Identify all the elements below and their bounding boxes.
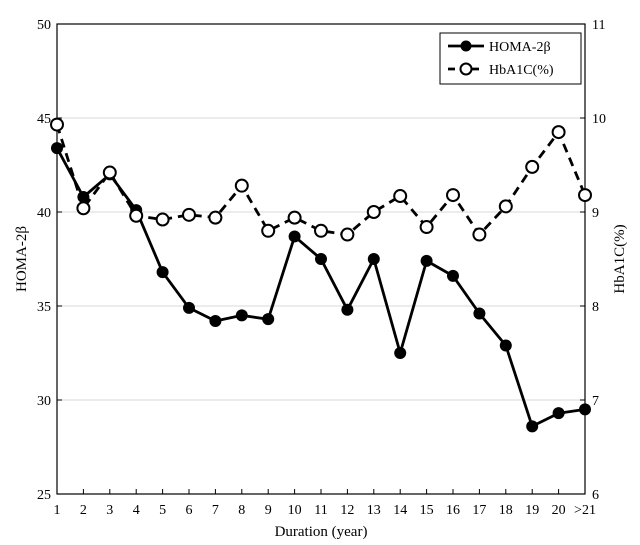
x-tick-label: 7: [212, 503, 219, 518]
left-y-axis-title: HOMA-2β: [14, 226, 30, 292]
left-y-tick-label: 40: [37, 206, 51, 221]
x-tick-label: 6: [186, 503, 193, 518]
legend-label-hba1c: HbA1C(%): [489, 63, 554, 78]
hba1c-point: [446, 188, 460, 203]
legend-label-homa: HOMA-2β: [489, 40, 551, 55]
x-tick-label: 16: [446, 503, 460, 518]
left-y-tick-label: 45: [37, 112, 51, 127]
homa-point: [209, 315, 222, 328]
left-y-tick-label: 35: [37, 300, 51, 315]
homa-point: [394, 347, 407, 359]
homa-point: [288, 230, 301, 243]
x-tick-label: 18: [499, 503, 513, 518]
homa-point: [579, 403, 591, 416]
hba1c-point: [50, 117, 64, 132]
hba1c-point: [155, 212, 170, 227]
hba1c-point: [525, 159, 540, 174]
hba1c-point: [551, 125, 566, 140]
hba1c-point: [578, 188, 592, 203]
hba1c-point: [287, 210, 302, 225]
homa-point: [447, 269, 459, 282]
hba1c-point: [366, 205, 381, 219]
homa-point: [235, 309, 248, 322]
hba1c-line: [55, 124, 587, 237]
x-tick-label: 14: [393, 503, 407, 518]
hba1c-point: [498, 199, 513, 214]
x-tick-label: 2: [80, 503, 87, 518]
hba1c-point: [419, 220, 434, 235]
hba1c-point: [340, 227, 355, 242]
hba1c-point: [472, 227, 487, 242]
hba1c-point: [234, 178, 249, 193]
homa-point: [262, 313, 275, 326]
hba1c-point: [182, 207, 196, 222]
right-y-tick-label: 7: [592, 394, 599, 409]
homa-point: [420, 254, 433, 267]
left-y-tick-label: 25: [37, 488, 51, 503]
x-tick-label: >21: [574, 503, 596, 518]
hba1c-point: [393, 189, 408, 204]
x-tick-label: 4: [133, 503, 140, 518]
series-markers: [50, 117, 592, 433]
x-tick-label: 17: [472, 503, 486, 518]
legend-marker-homa: [460, 40, 472, 52]
gridlines: [57, 117, 585, 401]
x-tick-label: 5: [159, 503, 166, 518]
x-tick-label: 1: [54, 503, 61, 518]
x-tick-label: 10: [288, 503, 302, 518]
homa-point: [156, 266, 169, 279]
homa-point: [552, 407, 565, 420]
x-tick-label: 20: [552, 503, 566, 518]
hba1c-point: [261, 223, 276, 238]
homa-point: [499, 339, 512, 352]
homa-point: [367, 253, 380, 265]
x-tick-label: 13: [367, 503, 381, 518]
hba1c-point: [76, 201, 91, 216]
right-y-tick-label: 10: [592, 112, 606, 127]
right-y-tick-label: 8: [592, 300, 599, 315]
homa-point: [315, 253, 327, 265]
homa-point: [77, 190, 90, 203]
right-y-axis-title: HbA1C(%): [612, 224, 628, 293]
homa-point: [473, 307, 486, 320]
series-lines: [55, 124, 587, 428]
legend-marker-hba1c: [459, 62, 473, 76]
x-tick-label: 9: [265, 503, 272, 518]
hba1c-point: [208, 210, 223, 225]
x-tick-label: 3: [106, 503, 113, 518]
homa-line: [55, 147, 586, 428]
x-tick-label: 11: [314, 503, 327, 518]
hba1c-point: [102, 165, 117, 180]
right-y-tick-label: 9: [592, 206, 599, 221]
hba1c-point: [129, 208, 144, 223]
homa-point: [341, 303, 354, 316]
x-tick-label: 8: [238, 503, 245, 518]
homa-point: [526, 420, 539, 433]
right-y-tick-label: 6: [592, 488, 599, 503]
homa-point: [51, 142, 63, 155]
x-axis-title: Duration (year): [275, 524, 368, 540]
x-tick-label: 12: [340, 503, 354, 518]
right-y-tick-label: 11: [592, 18, 605, 33]
left-y-tick-label: 30: [37, 394, 51, 409]
hba1c-point: [314, 223, 328, 238]
homa-point: [183, 301, 195, 314]
legend: HOMA-2β HbA1C(%): [439, 32, 582, 85]
x-tick-label: 19: [525, 503, 539, 518]
left-y-tick-label: 50: [37, 18, 51, 33]
x-tick-label: 15: [420, 503, 434, 518]
